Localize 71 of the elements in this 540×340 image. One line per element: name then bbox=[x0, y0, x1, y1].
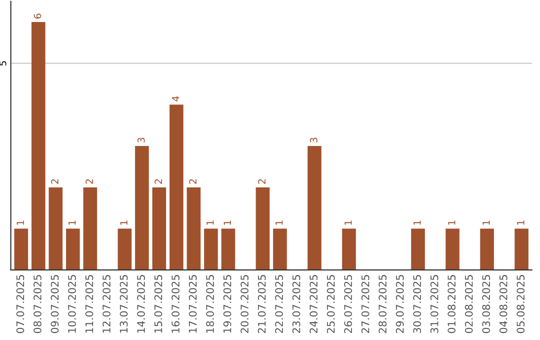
bar bbox=[186, 187, 201, 270]
x-tick-label: 27.07.2025 bbox=[361, 275, 370, 334]
bar bbox=[204, 228, 218, 270]
y-tick-label: 5 bbox=[0, 61, 6, 66]
x-tick-label: 12.07.2025 bbox=[102, 275, 110, 333]
data-label: 1 bbox=[448, 220, 456, 225]
x-tick-label: 13.07.2025 bbox=[120, 275, 128, 333]
x-tick-label: 04.08.2025 bbox=[499, 275, 508, 334]
data-label: 1 bbox=[344, 220, 352, 225]
x-tick-label: 14.07.2025 bbox=[137, 275, 145, 333]
data-label: 3 bbox=[310, 138, 318, 142]
data-label: 1 bbox=[206, 220, 214, 225]
bar bbox=[48, 187, 63, 270]
x-tick-label: 05.08.2025 bbox=[516, 275, 525, 334]
data-label: 6 bbox=[34, 14, 42, 19]
bar bbox=[256, 187, 270, 270]
x-tick-label: 01.08.2025 bbox=[448, 275, 456, 334]
bar bbox=[480, 228, 494, 270]
x-tick-label: 31.07.2025 bbox=[430, 275, 438, 333]
bar bbox=[273, 228, 287, 270]
x-tick-label: 24.07.2025 bbox=[310, 275, 318, 334]
x-tick-label: 10.07.2025 bbox=[68, 275, 76, 333]
x-tick-label: 28.07.2025 bbox=[378, 275, 387, 334]
data-label: 1 bbox=[517, 220, 524, 225]
data-label: 2 bbox=[189, 179, 196, 184]
data-label: 2 bbox=[86, 179, 93, 184]
data-label: 1 bbox=[224, 220, 231, 225]
data-label: 1 bbox=[414, 220, 421, 225]
data-label: 2 bbox=[51, 179, 58, 184]
bar bbox=[66, 228, 80, 270]
bar bbox=[32, 22, 46, 270]
x-tick-label: 20.07.2025 bbox=[240, 275, 248, 334]
data-label: 4 bbox=[172, 96, 180, 102]
x-tick-label: 15.07.2025 bbox=[154, 275, 162, 333]
bar bbox=[170, 104, 184, 270]
x-tick-label: 03.08.2025 bbox=[482, 275, 490, 334]
x-tick-label: 16.07.2025 bbox=[172, 275, 180, 333]
bar bbox=[342, 228, 356, 270]
bar bbox=[514, 228, 528, 270]
bar bbox=[446, 228, 460, 270]
x-tick-label: 26.07.2025 bbox=[344, 275, 352, 334]
x-tick-label: 30.07.2025 bbox=[413, 275, 422, 333]
x-tick-label: 08.07.2025 bbox=[34, 275, 42, 334]
bar bbox=[308, 146, 322, 270]
x-tick-label: 25.07.2025 bbox=[326, 275, 335, 334]
x-tick-label: 07.07.2025 bbox=[16, 275, 24, 334]
x-tick-label: 11.07.2025 bbox=[85, 275, 94, 333]
x-tick-label: 09.07.2025 bbox=[50, 275, 59, 334]
x-tick-label: 19.07.2025 bbox=[223, 275, 232, 333]
bar bbox=[14, 228, 28, 270]
bar bbox=[152, 187, 166, 270]
x-tick-label: 02.08.2025 bbox=[464, 275, 473, 334]
data-label: 3 bbox=[137, 138, 145, 142]
data-label: 1 bbox=[16, 220, 24, 225]
bar bbox=[135, 146, 149, 270]
data-label: 2 bbox=[154, 179, 162, 184]
x-tick-label: 21.07.2025 bbox=[258, 275, 266, 334]
data-label: 2 bbox=[258, 179, 266, 184]
data-label: 1 bbox=[276, 220, 283, 225]
data-label: 1 bbox=[120, 220, 128, 225]
bar bbox=[83, 187, 98, 270]
bar bbox=[221, 228, 236, 270]
x-tick-label: 23.07.2025 bbox=[292, 275, 300, 334]
bar bbox=[411, 228, 425, 270]
x-tick-label: 22.07.2025 bbox=[275, 275, 283, 334]
x-tick-label: 17.07.2025 bbox=[188, 275, 197, 333]
bar bbox=[118, 228, 132, 270]
data-label: 1 bbox=[482, 220, 490, 225]
x-tick-label: 29.07.2025 bbox=[396, 275, 404, 334]
x-tick-label: 18.07.2025 bbox=[206, 275, 214, 333]
data-label: 1 bbox=[68, 220, 76, 225]
